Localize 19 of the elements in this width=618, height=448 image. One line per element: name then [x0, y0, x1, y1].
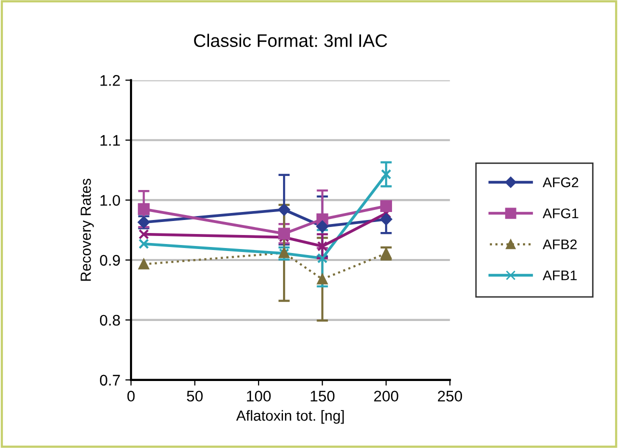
- y-tick-label: 1.1: [100, 135, 120, 146]
- x-tick-label: 50: [186, 390, 203, 402]
- legend-label: AFB2: [542, 239, 577, 250]
- x-tick-label: 200: [374, 390, 398, 402]
- y-axis-title: Recovery Rates: [80, 178, 94, 281]
- chart-title: Classic Format: 3ml IAC: [194, 34, 388, 48]
- y-tick-label: 0.8: [100, 314, 120, 326]
- y-tick-label: 1.0: [100, 194, 120, 206]
- y-tick-label: 0.9: [100, 254, 120, 266]
- x-axis-title: Aflatoxin tot. [ng]: [236, 410, 344, 424]
- x-tick-label: 250: [438, 390, 462, 402]
- x-tick-label: 150: [310, 390, 334, 402]
- legend-label: AFG2: [542, 177, 578, 188]
- y-tick-label: 1.2: [100, 75, 120, 86]
- legend-label: AFB1: [542, 270, 577, 280]
- x-tick-label: 0: [127, 390, 135, 402]
- x-tick-label: 100: [246, 390, 271, 402]
- legend-label: AFG1: [542, 208, 578, 218]
- y-tick-label: 0.7: [100, 374, 120, 386]
